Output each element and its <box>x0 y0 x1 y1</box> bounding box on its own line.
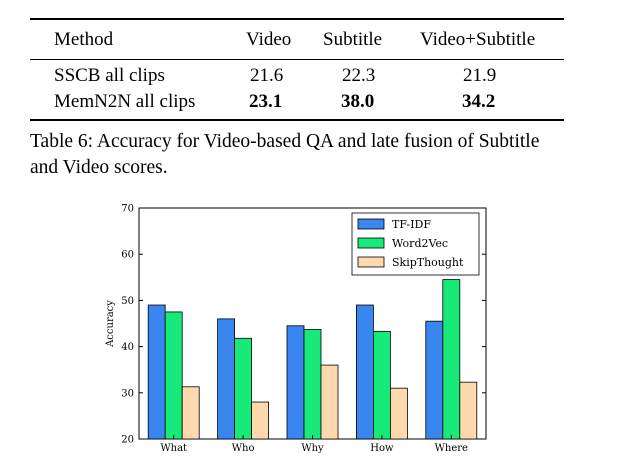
row-video: 21.6 <box>250 65 284 86</box>
header-subtitle: Subtitle <box>323 29 383 50</box>
bar <box>286 325 305 440</box>
y-tick-label: 30 <box>121 388 134 399</box>
y-tick-label: 70 <box>121 204 134 215</box>
y-tick-label: 60 <box>121 250 134 261</box>
x-tick-label: How <box>370 443 394 454</box>
legend-label: SkipThought <box>392 256 464 269</box>
bar <box>147 304 166 440</box>
bar <box>181 386 200 440</box>
bar <box>389 387 408 440</box>
y-tick-label: 50 <box>121 296 134 307</box>
y-axis-label: Accuracy <box>105 300 116 348</box>
x-tick-label: Why <box>301 443 324 454</box>
x-tick-label: What <box>160 443 187 454</box>
legend-swatch <box>357 256 385 268</box>
bar <box>303 329 322 440</box>
caption-line: and Video scores. <box>30 157 168 178</box>
x-tick-label: Who <box>232 443 255 454</box>
bar <box>234 337 253 440</box>
legend-label: Word2Vec <box>392 237 448 250</box>
row-subtitle: 22.3 <box>342 65 376 86</box>
y-tick-label: 20 <box>121 435 134 446</box>
bar <box>425 320 444 440</box>
row-video: 23.1 <box>249 91 283 112</box>
header-method: Method <box>54 29 114 50</box>
legend-swatch <box>357 237 385 249</box>
bar <box>372 330 391 440</box>
row-subtitle: 38.0 <box>341 91 375 112</box>
header-video-subtitle: Video+Subtitle <box>420 29 536 50</box>
legend-label: TF-IDF <box>392 218 431 231</box>
header-video: Video <box>246 29 292 50</box>
table-top-rule <box>30 18 564 20</box>
bar <box>459 381 478 440</box>
bar <box>217 318 236 440</box>
table-caption: Table 6: Accuracy for Video-based QA and… <box>30 129 610 181</box>
y-tick-label: 40 <box>121 342 134 353</box>
bar <box>442 279 461 440</box>
row-method: SSCB all clips <box>54 65 165 86</box>
table-bottom-rule <box>30 119 564 121</box>
row-video-subtitle: 34.2 <box>462 91 496 112</box>
bar <box>320 364 339 440</box>
table-mid-rule <box>30 59 564 60</box>
x-tick-label: Where <box>435 443 468 454</box>
legend-swatch <box>357 218 385 230</box>
row-method: MemN2N all clips <box>54 91 196 112</box>
bar <box>251 401 270 440</box>
bar <box>164 311 183 440</box>
caption-line: Table 6: Accuracy for Video-based QA and… <box>30 131 540 152</box>
bar <box>355 304 374 440</box>
row-video-subtitle: 21.9 <box>463 65 497 86</box>
